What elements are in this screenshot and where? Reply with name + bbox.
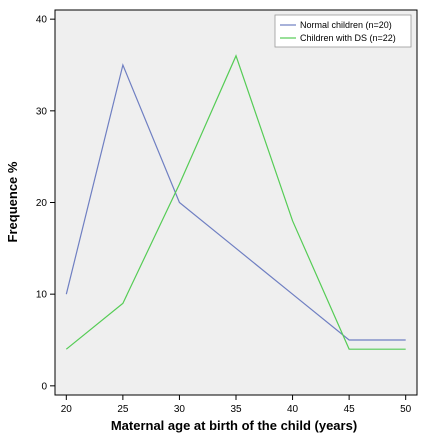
y-tick-label: 0 <box>41 381 47 392</box>
y-tick-label: 20 <box>36 198 48 209</box>
series-line-normal-children <box>65 63 406 341</box>
y-tick-label: 10 <box>36 290 48 301</box>
x-tick-label: 30 <box>174 404 186 415</box>
x-tick-label: 40 <box>287 404 299 415</box>
axes: 20 25 30 35 40 45 50 0 10 20 30 40 <box>36 15 412 415</box>
y-tick-label: 30 <box>36 106 48 117</box>
series-line-children-with-ds <box>65 54 406 350</box>
y-tick-label: 40 <box>36 15 48 26</box>
x-tick-label: 45 <box>344 404 356 415</box>
x-axis-title: Maternal age at birth of the child (year… <box>111 418 357 433</box>
legend-entry-label: Normal children (n=20) <box>300 20 392 30</box>
y-axis-title: Frequence % <box>5 161 20 242</box>
x-tick-label: 35 <box>230 404 242 415</box>
legend-entry-label: Children with DS (n=22) <box>300 33 396 43</box>
legend: Normal children (n=20) Children with DS (… <box>274 14 412 48</box>
x-tick-label: 50 <box>400 404 412 415</box>
plot-background <box>54 9 418 396</box>
legend-box <box>274 14 412 48</box>
series-lines <box>65 54 406 350</box>
x-tick-label: 25 <box>117 404 129 415</box>
x-tick-label: 20 <box>61 404 73 415</box>
